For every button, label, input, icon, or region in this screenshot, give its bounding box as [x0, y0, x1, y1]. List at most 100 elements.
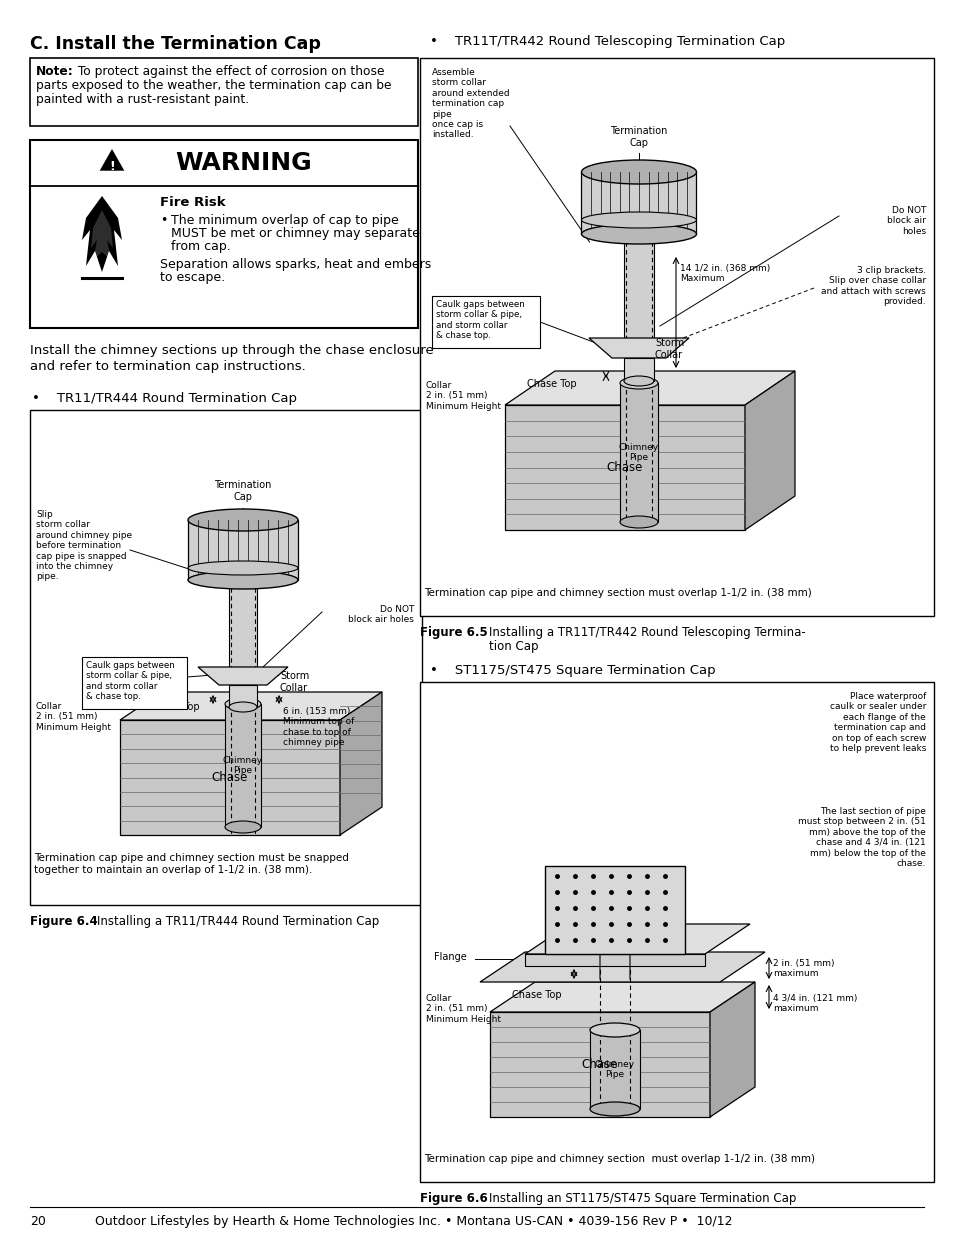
Polygon shape [120, 691, 381, 720]
Text: Assemble
storm collar
around extended
termination cap
pipe
once cap is
installed: Assemble storm collar around extended te… [432, 68, 509, 140]
Text: Termination
Cap: Termination Cap [214, 480, 272, 501]
Text: •: • [160, 214, 167, 228]
Ellipse shape [188, 508, 297, 531]
Text: Fire Risk: Fire Risk [160, 195, 226, 209]
Text: Do NOT
block air holes: Do NOT block air holes [348, 605, 414, 625]
Polygon shape [623, 357, 654, 381]
Text: Flange: Flange [434, 952, 466, 962]
Polygon shape [120, 720, 339, 835]
FancyBboxPatch shape [419, 682, 933, 1183]
Polygon shape [744, 371, 794, 529]
Text: Separation allows sparks, heat and embers: Separation allows sparks, heat and ember… [160, 259, 431, 271]
Text: Place waterproof
caulk or sealer under
each flange of the
termination cap and
on: Place waterproof caulk or sealer under e… [829, 691, 925, 753]
Polygon shape [99, 148, 124, 171]
Text: WARNING: WARNING [175, 151, 312, 174]
Ellipse shape [619, 516, 658, 528]
Text: 6 in. (153 mm)
Minimum top of
chase to top of
chimney pipe: 6 in. (153 mm) Minimum top of chase to t… [283, 708, 354, 747]
Text: Chimney
Pipe: Chimney Pipe [618, 443, 659, 463]
Ellipse shape [225, 698, 261, 710]
Text: 20: 20 [30, 1215, 46, 1228]
Text: Termination Cap: Termination Cap [572, 905, 657, 915]
Text: Chimney
Pipe: Chimney Pipe [595, 1060, 635, 1079]
Polygon shape [524, 954, 704, 966]
Text: Installing a TR11/TR444 Round Termination Cap: Installing a TR11/TR444 Round Terminatio… [82, 915, 379, 928]
Text: MUST be met or chimney may separate: MUST be met or chimney may separate [171, 228, 419, 240]
Polygon shape [504, 404, 744, 529]
Text: The minimum overlap of cap to pipe: The minimum overlap of cap to pipe [171, 214, 398, 228]
Ellipse shape [589, 1102, 639, 1116]
FancyBboxPatch shape [30, 140, 417, 328]
Text: 14 1/2 in. (368 mm)
Maximum: 14 1/2 in. (368 mm) Maximum [679, 263, 769, 283]
FancyBboxPatch shape [419, 58, 933, 616]
Text: Note:: Note: [36, 66, 73, 78]
Polygon shape [91, 210, 112, 260]
Text: !: ! [109, 161, 114, 173]
Text: 2 in. (51 mm)
maximum: 2 in. (51 mm) maximum [772, 959, 834, 978]
Text: The last section of pipe
must stop between 2 in. (51
mm) above the top of the
ch: The last section of pipe must stop betwe… [798, 807, 925, 868]
Text: Slip
storm collar
around chimney pipe
before termination
cap pipe is snapped
int: Slip storm collar around chimney pipe be… [36, 510, 132, 581]
Text: Installing a TR11T/TR442 Round Telescoping Termina-: Installing a TR11T/TR442 Round Telescopi… [474, 626, 805, 640]
Text: and refer to termination cap instructions.: and refer to termination cap instruction… [30, 360, 305, 374]
Text: •    TR11T/TR442 Round Telescoping Termination Cap: • TR11T/TR442 Round Telescoping Terminat… [430, 35, 784, 48]
Text: parts exposed to the weather, the termination cap can be: parts exposed to the weather, the termin… [36, 79, 391, 92]
Text: to escape.: to escape. [160, 271, 225, 285]
Text: Installing an ST1175/ST475 Square Termination Cap: Installing an ST1175/ST475 Square Termin… [474, 1192, 796, 1205]
FancyBboxPatch shape [30, 409, 421, 905]
Ellipse shape [581, 160, 696, 184]
Polygon shape [188, 520, 297, 580]
Text: Storm
Collar: Storm Collar [655, 338, 683, 360]
Text: Figure 6.4: Figure 6.4 [30, 915, 97, 928]
FancyBboxPatch shape [82, 657, 187, 709]
Ellipse shape [619, 377, 658, 388]
Text: Chase: Chase [581, 1058, 618, 1071]
Ellipse shape [229, 703, 256, 713]
Text: Collar
2 in. (51 mm)
Minimum Height: Collar 2 in. (51 mm) Minimum Height [36, 703, 111, 732]
Polygon shape [524, 924, 749, 954]
Text: Termination cap pipe and chimney section must overlap 1-1/2 in. (38 mm): Termination cap pipe and chimney section… [423, 588, 811, 597]
Text: •    TR11/TR444 Round Termination Cap: • TR11/TR444 Round Termination Cap [32, 392, 296, 404]
Text: painted with a rust-resistant paint.: painted with a rust-resistant paint. [36, 93, 249, 106]
Text: Chase Top: Chase Top [150, 703, 199, 713]
FancyBboxPatch shape [544, 866, 684, 954]
Ellipse shape [589, 1023, 639, 1037]
Text: To protect against the effect of corrosion on those: To protect against the effect of corrosi… [74, 66, 384, 78]
Polygon shape [339, 691, 381, 835]
Text: •    ST1175/ST475 Square Termination Cap: • ST1175/ST475 Square Termination Cap [430, 664, 715, 677]
Polygon shape [589, 1030, 639, 1110]
Text: Install the chimney sections up through the chase enclosure: Install the chimney sections up through … [30, 344, 434, 357]
Ellipse shape [581, 224, 696, 244]
Text: Outdoor Lifestyles by Hearth & Home Technologies Inc. • Montana US-CAN • 4039-15: Outdoor Lifestyles by Hearth & Home Tech… [95, 1215, 732, 1228]
Text: Termination
Cap: Termination Cap [610, 126, 667, 147]
Text: Figure 6.6: Figure 6.6 [419, 1192, 487, 1205]
Polygon shape [225, 704, 261, 828]
Ellipse shape [581, 212, 696, 228]
Text: C. Install the Termination Cap: C. Install the Termination Cap [30, 35, 320, 53]
Ellipse shape [623, 376, 654, 386]
Text: 3 clip brackets.
Slip over chase collar
and attach with screws
provided.: 3 clip brackets. Slip over chase collar … [821, 266, 925, 307]
Text: Do NOT
block air
holes: Do NOT block air holes [886, 207, 925, 236]
Polygon shape [229, 588, 256, 667]
Text: Chimney
Pipe: Chimney Pipe [223, 756, 263, 776]
Polygon shape [479, 952, 764, 982]
FancyBboxPatch shape [432, 296, 539, 348]
Text: Figure 6.5: Figure 6.5 [419, 626, 487, 640]
Polygon shape [490, 982, 754, 1012]
Polygon shape [581, 172, 696, 234]
Text: Termination cap pipe and chimney section  must overlap 1-1/2 in. (38 mm): Termination cap pipe and chimney section… [423, 1154, 814, 1164]
FancyBboxPatch shape [30, 58, 417, 126]
Text: from cap.: from cap. [171, 240, 231, 254]
Polygon shape [619, 383, 658, 522]
Polygon shape [504, 371, 794, 404]
Text: Caulk gaps between
storm collar & pipe,
and storm collar
& chase top.: Caulk gaps between storm collar & pipe, … [436, 301, 524, 340]
Text: Caulk gaps between
storm collar & pipe,
and storm collar
& chase top.: Caulk gaps between storm collar & pipe, … [86, 661, 174, 701]
Text: Chase Top: Chase Top [526, 379, 576, 388]
Text: Collar
2 in. (51 mm)
Minimum Height: Collar 2 in. (51 mm) Minimum Height [426, 995, 500, 1024]
Polygon shape [490, 1012, 709, 1117]
Ellipse shape [188, 571, 297, 589]
Text: Chase Top: Chase Top [512, 990, 561, 999]
Polygon shape [709, 982, 754, 1117]
Polygon shape [198, 667, 288, 685]
Text: Chase: Chase [606, 461, 642, 474]
Polygon shape [82, 195, 122, 272]
Text: Termination cap pipe and chimney section must be snapped
together to maintain an: Termination cap pipe and chimney section… [34, 854, 349, 875]
